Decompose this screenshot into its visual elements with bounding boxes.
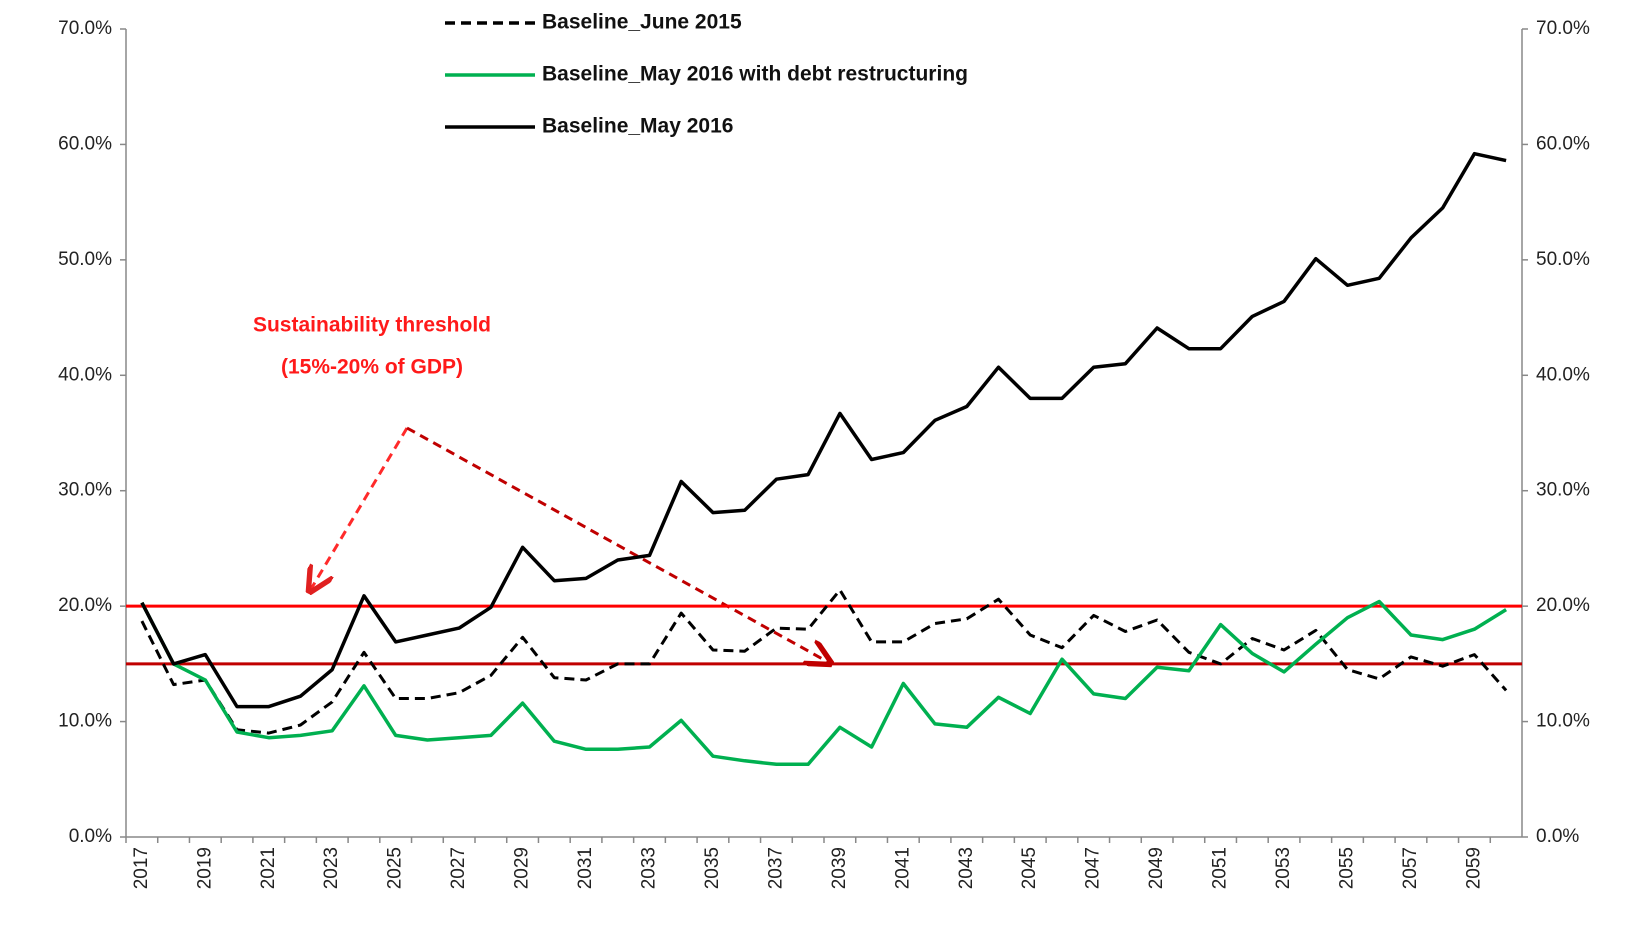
x-tick-label: 2029 — [512, 847, 533, 889]
y2-tick-label: 60.0% — [1536, 133, 1590, 154]
y-tick-label: 20.0% — [58, 595, 112, 616]
x-tick-label: 2027 — [448, 847, 469, 889]
legend-label: Baseline_May 2016 with debt restructurin… — [542, 63, 968, 86]
x-tick-label: 2049 — [1146, 847, 1167, 889]
y-tick-label: 70.0% — [58, 18, 112, 39]
y2-tick-label: 30.0% — [1536, 480, 1590, 501]
x-tick-label: 2045 — [1019, 847, 1040, 889]
x-tick-label: 2053 — [1273, 847, 1294, 889]
y2-tick-label: 40.0% — [1536, 364, 1590, 385]
x-tick-label: 2017 — [131, 847, 152, 889]
y2-tick-label: 70.0% — [1536, 18, 1590, 39]
x-tick-label: 2035 — [702, 847, 723, 889]
x-tick-label: 2021 — [258, 847, 279, 889]
x-tick-label: 2023 — [321, 847, 342, 889]
annotation: (15%-20% of GDP) — [281, 356, 463, 379]
x-tick-label: 2041 — [892, 847, 913, 889]
y-tick-label: 50.0% — [58, 249, 112, 270]
y-tick-label: 10.0% — [58, 711, 112, 732]
x-tick-label: 2025 — [385, 847, 406, 889]
x-tick-label: 2055 — [1337, 847, 1358, 889]
y-tick-label: 60.0% — [58, 133, 112, 154]
arrow — [311, 427, 409, 589]
annotation: Sustainability threshold — [253, 314, 491, 337]
x-tick-label: 2019 — [194, 847, 215, 889]
legend-label: Baseline_June 2015 — [542, 11, 742, 34]
x-tick-label: 2043 — [956, 847, 977, 889]
y-tick-label: 40.0% — [58, 364, 112, 385]
y2-tick-label: 20.0% — [1536, 595, 1590, 616]
y2-tick-label: 10.0% — [1536, 711, 1590, 732]
y2-tick-label: 0.0% — [1536, 826, 1579, 847]
y2-tick-label: 50.0% — [1536, 249, 1590, 270]
x-tick-label: 2047 — [1083, 847, 1104, 889]
y-tick-label: 30.0% — [58, 480, 112, 501]
x-tick-label: 2039 — [829, 847, 850, 889]
x-tick-label: 2057 — [1400, 847, 1421, 889]
arrow — [406, 426, 828, 662]
legend-label: Baseline_May 2016 — [542, 115, 733, 138]
series-line — [140, 151, 1507, 709]
x-tick-label: 2059 — [1463, 847, 1484, 889]
series-line — [140, 599, 1508, 767]
x-tick-label: 2037 — [765, 847, 786, 889]
x-tick-label: 2031 — [575, 847, 596, 889]
x-tick-label: 2051 — [1210, 847, 1231, 889]
x-tick-label: 2033 — [639, 847, 660, 889]
series-line — [140, 588, 1508, 735]
y-tick-label: 0.0% — [69, 826, 112, 847]
